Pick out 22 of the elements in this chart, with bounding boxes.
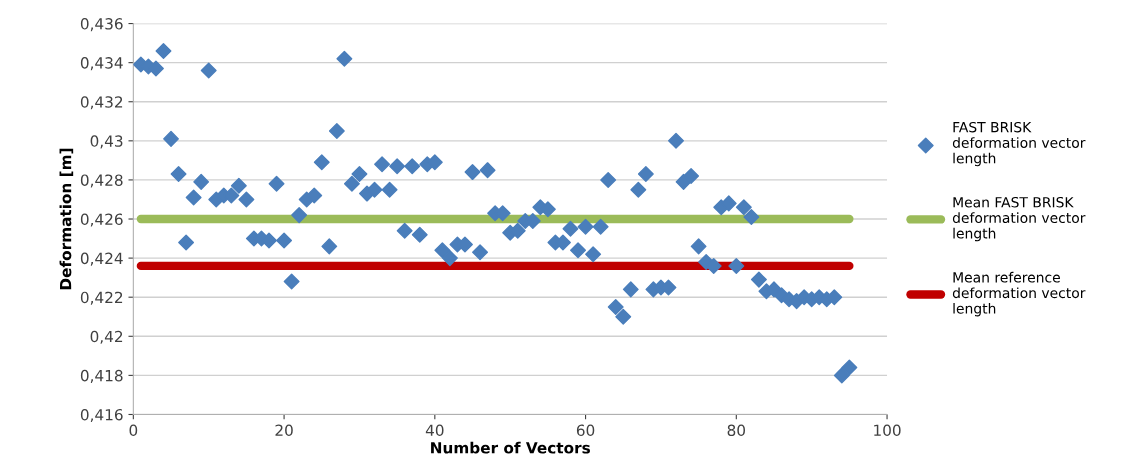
y-tick-label: 0,424: [80, 252, 123, 266]
y-axis-title: Deformation [m]: [59, 148, 74, 290]
x-tick-label: 0: [129, 424, 138, 437]
y-tick-label: 0,42: [90, 330, 123, 344]
y-tick-label: 0,416: [80, 408, 123, 423]
y-tick-label: 0,426: [80, 213, 123, 227]
y-tick-label: 0,418: [80, 369, 123, 383]
y-tick-label: 0,422: [80, 291, 123, 305]
y-tick-label: 0,43: [90, 135, 123, 149]
legend-label: Mean FAST BRISK deformation vector length: [952, 196, 1086, 242]
y-tick-label: 0,434: [80, 57, 123, 71]
y-tick-label: 0,428: [80, 174, 123, 188]
x-tick-label: 100: [874, 424, 901, 437]
y-tick-label: 0,436: [80, 18, 123, 32]
legend-label: FAST BRISK deformation vector length: [952, 121, 1086, 167]
x-tick-label: 80: [727, 424, 746, 437]
y-tick-label: 0,432: [80, 96, 123, 110]
x-tick-label: 40: [425, 424, 444, 437]
legend-label: Mean reference deformation vector length: [952, 271, 1086, 317]
x-tick-label: 20: [275, 424, 293, 437]
x-axis-title: Number of Vectors: [431, 441, 590, 454]
x-tick-label: 60: [576, 424, 595, 437]
